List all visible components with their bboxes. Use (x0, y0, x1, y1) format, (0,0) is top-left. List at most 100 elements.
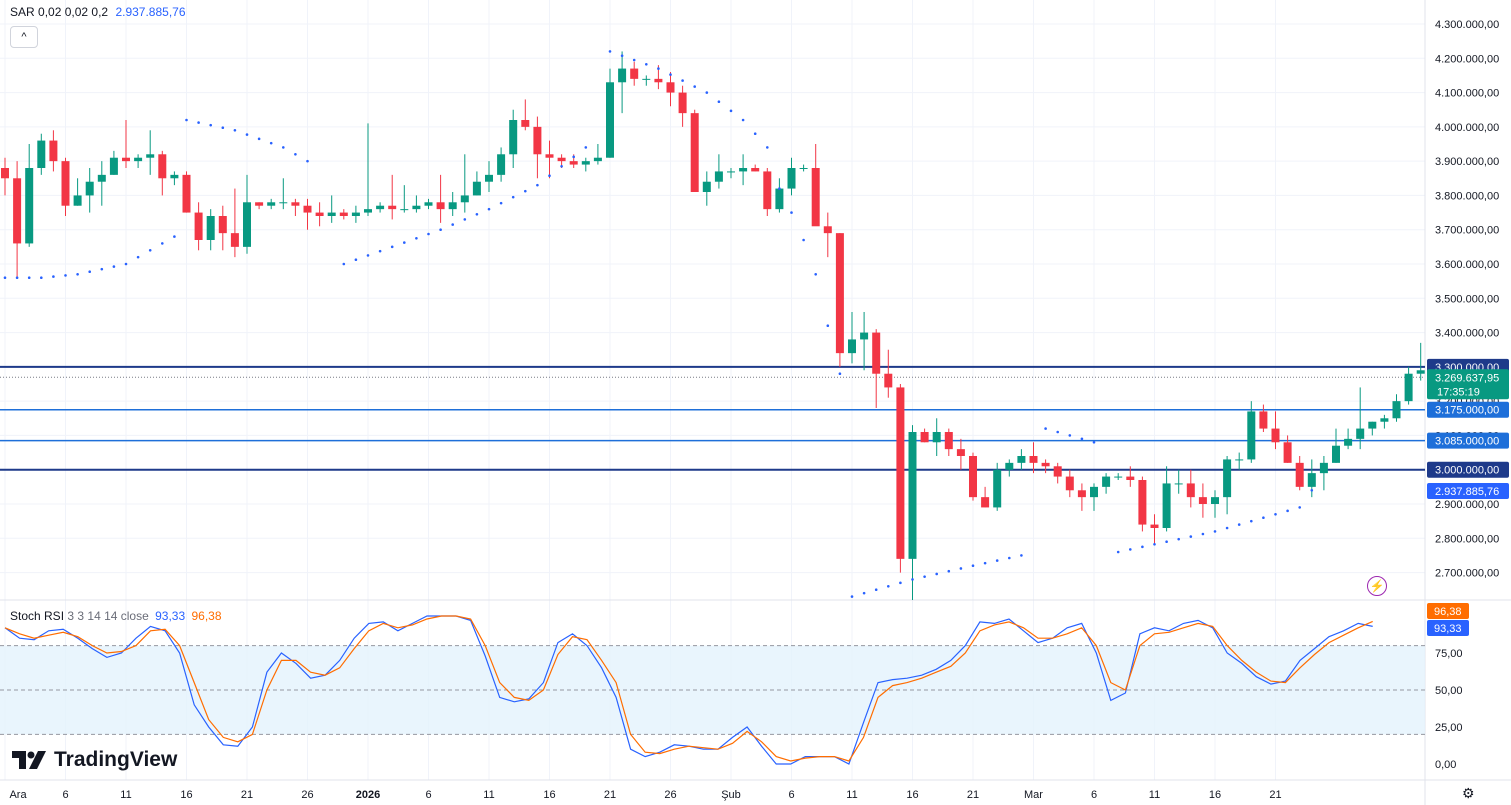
candle-body (1319, 462, 1328, 474)
candle-body (218, 216, 227, 234)
sar-dot (221, 126, 225, 130)
sar-dot (427, 232, 430, 236)
sar-dot (814, 272, 817, 276)
candle-body (509, 120, 518, 155)
candle-body (1174, 483, 1183, 485)
candle-body (376, 205, 385, 210)
sar-dot (342, 262, 346, 266)
sar-price-label: 2.937.885,76 (1435, 486, 1499, 498)
level-label-bg (1427, 432, 1509, 449)
candle-body (811, 168, 820, 227)
time-tick-label: 16 (1209, 789, 1221, 801)
candle-body (666, 82, 675, 93)
candle-body (424, 202, 433, 206)
flash-icon[interactable]: ⚡ (1367, 576, 1387, 596)
sar-dot (935, 572, 938, 576)
level-label-bg (1427, 401, 1509, 418)
candle-body (1090, 486, 1098, 498)
candle-body (1017, 456, 1026, 463)
price-tick-label: 3.800.000,00 (1435, 190, 1499, 202)
sar-dot (1165, 540, 1168, 544)
sar-dot (403, 241, 406, 244)
sar-dot (766, 146, 769, 149)
sar-dot (536, 183, 539, 187)
candle-body (158, 154, 167, 179)
candle-body (872, 332, 881, 374)
sar-dot (560, 164, 563, 168)
sar-dot (136, 255, 140, 259)
candle-body (146, 154, 155, 158)
time-tick-label: 21 (967, 789, 979, 801)
candle-body (243, 202, 251, 247)
candle-body (73, 195, 82, 206)
sar-dot (100, 267, 104, 271)
time-tick-label: Mar (1024, 789, 1043, 801)
candle-body (1259, 411, 1268, 429)
sar-dot (899, 581, 902, 585)
candle-body (981, 497, 990, 508)
time-tick-label: 6 (425, 789, 431, 801)
candle-body (1065, 476, 1074, 491)
sar-dot (233, 128, 237, 132)
candle-body (13, 178, 22, 244)
sar-dot (850, 595, 854, 598)
candle-body (835, 233, 844, 354)
candle-body (1041, 462, 1050, 467)
sar-dot (923, 575, 926, 578)
time-tick-label: 11 (483, 789, 494, 801)
sar-dot (1225, 526, 1229, 530)
sar-dot (874, 588, 878, 592)
tradingview-logo[interactable]: TradingView (12, 748, 177, 772)
sar-dot (1286, 509, 1289, 513)
sar-dot (15, 276, 19, 280)
settings-gear-icon[interactable]: ⚙ (1462, 785, 1475, 801)
sar-dot (451, 223, 455, 226)
collapse-legend-button[interactable]: ^ (10, 26, 38, 48)
price-tick-label: 4.000.000,00 (1435, 122, 1499, 134)
candle-body (1005, 462, 1014, 470)
stoch-value-label: 96,38 (1434, 606, 1462, 618)
sar-dot (802, 238, 805, 242)
candle-body (1223, 459, 1232, 498)
price-tick-label: 3.900.000,00 (1435, 156, 1499, 168)
candle-body (194, 212, 203, 240)
sar-dot (729, 109, 733, 113)
candle-body (61, 161, 70, 206)
sar-dot (826, 324, 830, 328)
candle-body (1053, 466, 1062, 477)
candle-body (1332, 445, 1340, 463)
candle-body (1247, 411, 1256, 460)
candle-body (1271, 428, 1280, 443)
time-tick-label: 11 (120, 789, 131, 801)
candle-body (775, 188, 784, 210)
candle-body (1356, 428, 1365, 439)
sar-dot (681, 79, 684, 82)
sar-label-bg (1427, 483, 1509, 500)
sar-dot (390, 245, 394, 249)
sar-dot (3, 276, 7, 280)
price-tick-label: 4.100.000,00 (1435, 88, 1499, 100)
candle-body (1126, 476, 1135, 480)
candle-body (49, 140, 58, 162)
sar-dot (161, 242, 164, 245)
candle-body (1380, 418, 1389, 422)
candle-body (993, 469, 1002, 508)
candle-body (920, 432, 929, 443)
sar-dot (959, 567, 963, 570)
price-tick-label: 4.300.000,00 (1435, 19, 1499, 31)
candle-body (170, 174, 179, 179)
candle-body (642, 78, 651, 80)
candle-body (727, 171, 735, 173)
sar-indicator-params: 0,02 0,02 0,2 (38, 5, 109, 19)
stoch-rsi-k-value: 93,33 (155, 609, 186, 623)
candle-body (1162, 483, 1171, 528)
time-tick-label: 16 (180, 789, 192, 801)
time-tick-label: 16 (543, 789, 555, 801)
candle-body (714, 171, 723, 182)
candle-body (545, 154, 554, 158)
sar-dot (657, 67, 660, 70)
sar-dot (1044, 427, 1047, 430)
stoch-value-label: 93,33 (1434, 623, 1462, 635)
price-tick-label: 3.600.000,00 (1435, 259, 1499, 271)
